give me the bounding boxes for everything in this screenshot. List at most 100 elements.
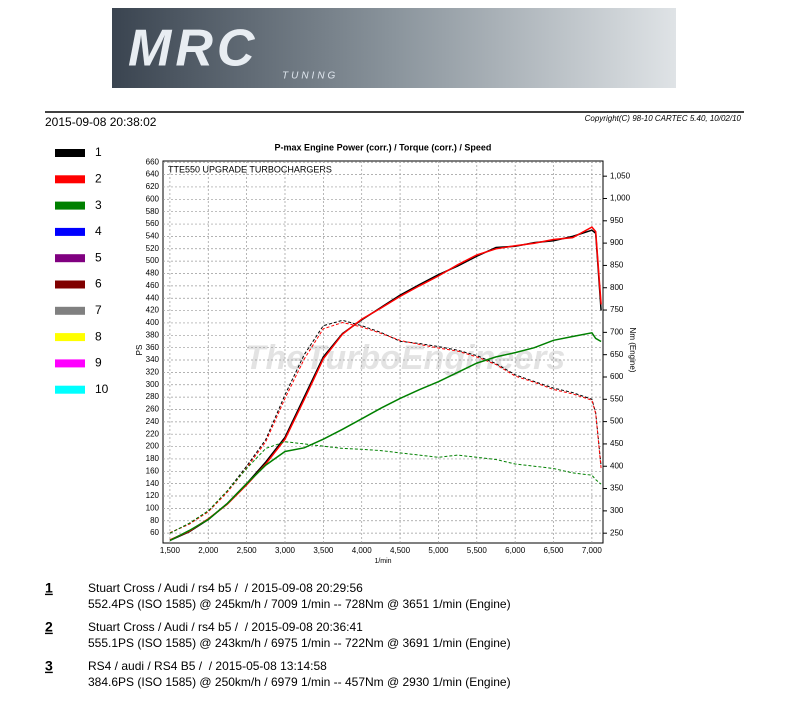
y-tick-label: 660 xyxy=(146,157,160,166)
y2-tick-label: 450 xyxy=(610,439,624,448)
legend-swatch xyxy=(55,359,85,368)
x-tick-label: 1,500 xyxy=(160,546,181,555)
y-tick-label: 560 xyxy=(146,219,160,228)
y-tick-label: 500 xyxy=(146,256,160,265)
x-tick-label: 4,500 xyxy=(390,546,411,555)
logo: MRC xyxy=(128,20,258,78)
y-tick-label: 580 xyxy=(146,207,160,216)
legend-swatch xyxy=(55,280,85,289)
y2-tick-label: 950 xyxy=(610,216,624,225)
torque-line xyxy=(169,441,602,534)
x-tick-label: 3,500 xyxy=(313,546,334,555)
y-tick-label: 360 xyxy=(146,343,160,352)
legend-label: 6 xyxy=(95,277,102,291)
legend-swatch xyxy=(55,306,85,315)
y2-tick-label: 300 xyxy=(610,506,624,515)
y2-tick-label: 1,050 xyxy=(610,171,631,180)
run-line: 552.4PS (ISO 1585) @ 245km/h / 7009 1/mi… xyxy=(88,597,511,611)
y2-tick-label: 650 xyxy=(610,350,624,359)
logo-banner xyxy=(112,8,676,88)
x-tick-label: 6,500 xyxy=(543,546,564,555)
y-tick-label: 520 xyxy=(146,244,160,253)
legend-swatch xyxy=(55,227,85,236)
run-line: Stuart Cross / Audi / rs4 b5 / / 2015-09… xyxy=(88,581,363,595)
legend-label: 9 xyxy=(95,356,102,370)
legend-label: 5 xyxy=(95,250,102,264)
y2-tick-label: 600 xyxy=(610,372,624,381)
x-tick-label: 6,000 xyxy=(505,546,526,555)
y2-tick-label: 700 xyxy=(610,327,624,336)
x-tick-label: 3,000 xyxy=(275,546,296,555)
watermark: TheTurboEngineers xyxy=(245,339,566,377)
x-tick-label: 4,000 xyxy=(352,546,373,555)
y-tick-label: 440 xyxy=(146,293,160,302)
y-tick-label: 160 xyxy=(146,466,160,475)
y-tick-label: 180 xyxy=(146,454,160,463)
y-tick-label: 320 xyxy=(146,368,160,377)
y-tick-label: 300 xyxy=(146,380,160,389)
run-line: Stuart Cross / Audi / rs4 b5 / / 2015-09… xyxy=(88,620,363,634)
y2-tick-label: 750 xyxy=(610,305,624,314)
legend-label: 7 xyxy=(95,303,102,317)
x-tick-label: 5,000 xyxy=(428,546,449,555)
legend-label: 2 xyxy=(95,171,102,185)
torque-line xyxy=(169,319,602,534)
x-tick-label: 2,500 xyxy=(237,546,258,555)
y-tick-label: 60 xyxy=(150,528,159,537)
y2-tick-label: 350 xyxy=(610,484,624,493)
y2-tick-label: 250 xyxy=(610,528,624,537)
y-tick-label: 380 xyxy=(146,330,160,339)
y2-tick-label: 550 xyxy=(610,394,624,403)
chart-title: P-max Engine Power (corr.) / Torque (cor… xyxy=(275,142,492,152)
y-tick-label: 80 xyxy=(150,516,159,525)
y-tick-label: 480 xyxy=(146,269,160,278)
y-tick-label: 260 xyxy=(146,405,160,414)
y2-tick-label: 900 xyxy=(610,238,624,247)
run-line: 384.6PS (ISO 1585) @ 250km/h / 6979 1/mi… xyxy=(88,675,511,689)
y-tick-label: 400 xyxy=(146,318,160,327)
y-tick-label: 240 xyxy=(146,417,160,426)
legend-swatch xyxy=(55,201,85,210)
power-line xyxy=(169,229,602,542)
y-tick-label: 640 xyxy=(146,170,160,179)
x-tick-label: 2,000 xyxy=(198,546,219,555)
run-number: 2 xyxy=(45,619,53,635)
legend-swatch xyxy=(55,149,85,157)
power-line xyxy=(169,331,602,542)
plot-frame xyxy=(162,160,604,544)
y-tick-label: 120 xyxy=(146,491,160,500)
y-tick-label: 620 xyxy=(146,182,160,191)
y-tick-label: 460 xyxy=(146,281,160,290)
legend-label: 10 xyxy=(95,382,109,396)
y-tick-label: 420 xyxy=(146,306,160,315)
y-tick-label: 600 xyxy=(146,194,160,203)
x-axis-label: 1/min xyxy=(374,558,391,565)
legend-label: 1 xyxy=(95,145,102,159)
legend-swatch xyxy=(55,385,85,394)
y-tick-label: 340 xyxy=(146,355,160,364)
y2-tick-label: 1,000 xyxy=(610,194,631,203)
y-tick-label: 540 xyxy=(146,232,160,241)
run-number: 1 xyxy=(45,580,53,596)
y2-tick-label: 850 xyxy=(610,261,624,270)
y-tick-label: 140 xyxy=(146,479,160,488)
y-tick-label: 100 xyxy=(146,503,160,512)
legend-swatch xyxy=(55,175,85,184)
run-line: RS4 / audi / RS4 B5 / / 2015-05-08 13:14… xyxy=(88,659,327,673)
y-tick-label: 220 xyxy=(146,429,160,438)
y2-tick-label: 800 xyxy=(610,283,624,292)
legend-swatch xyxy=(55,333,85,342)
legend-label: 3 xyxy=(95,198,102,212)
run-line: 555.1PS (ISO 1585) @ 243km/h / 6975 1/mi… xyxy=(88,636,511,650)
annotation: TTE550 UPGRADE TURBOCHARGERS xyxy=(168,164,332,174)
date: 2015-09-08 20:38:02 xyxy=(45,115,157,129)
x-tick-label: 5,500 xyxy=(467,546,488,555)
power-line xyxy=(169,226,602,541)
y-axis-label: PS xyxy=(135,345,144,356)
y2-axis-label: Nm (Engine) xyxy=(628,328,637,373)
y-tick-label: 280 xyxy=(146,392,160,401)
run-number: 3 xyxy=(45,658,53,674)
x-tick-label: 7,000 xyxy=(582,546,603,555)
logo-sub: TUNING xyxy=(282,71,338,82)
